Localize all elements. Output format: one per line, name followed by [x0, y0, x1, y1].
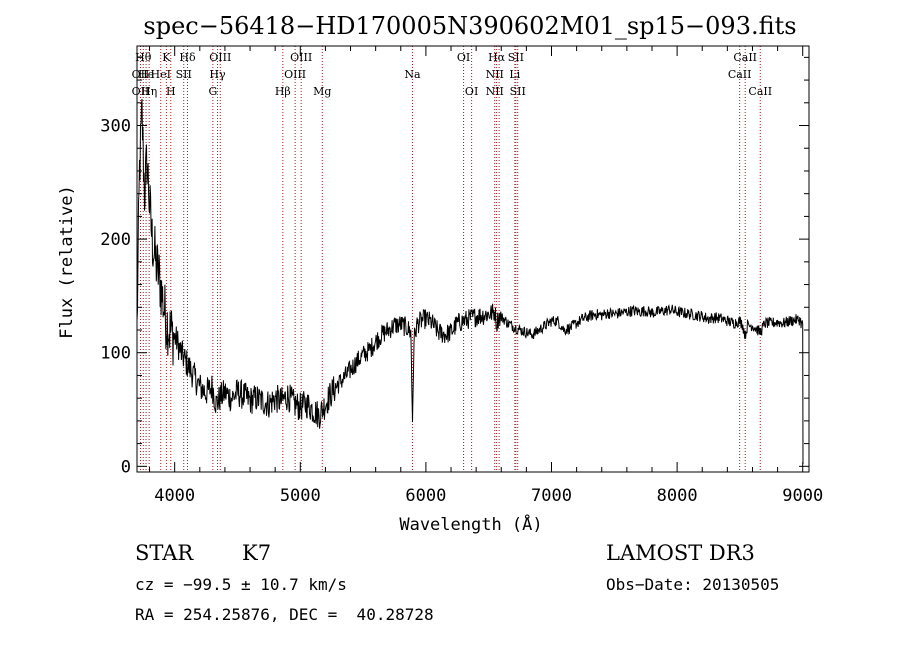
spectral-line-label: OIII [284, 68, 306, 81]
spectral-line-label: HeI [151, 68, 171, 81]
spectral-line-label: He [138, 68, 154, 81]
spectral-line-label: H [166, 85, 176, 98]
x-axis-ticks: 4000 5000 6000 7000 8000 9000 [149, 46, 823, 506]
spectral-line-label: Hγ [209, 68, 226, 81]
object-class: STAR [135, 541, 194, 565]
spectral-line-label: OIII [290, 51, 312, 64]
x-axis-label: Wavelength (Å) [399, 513, 542, 535]
spectral-line-label: Hα [488, 51, 506, 64]
y-tick-label: 0 [121, 457, 131, 477]
x-tick-label: 4000 [154, 486, 195, 506]
spectral-line-label: OIII [209, 51, 231, 64]
x-tick-label: 6000 [405, 486, 446, 506]
spectral-line-label: CaII [748, 85, 772, 98]
spectral-line-label: Na [404, 68, 421, 81]
spectral-line-label: Hδ [179, 51, 196, 64]
y-axis-ticks: 0 100 200 300 [100, 56, 809, 477]
spectral-line-label: SII [176, 68, 192, 81]
observation-date: Obs−Date: 20130505 [606, 575, 779, 594]
spectral-line-label: Li [509, 68, 520, 81]
x-tick-label: 9000 [782, 486, 823, 506]
spectral-line-label: OI [465, 85, 478, 98]
x-tick-label: 7000 [531, 486, 572, 506]
spectral-line-label: CaII [733, 51, 757, 64]
spectral-line-label: OII [132, 68, 150, 81]
spectral-line-label: Hη [141, 85, 157, 98]
spectral-line-label: CaII [728, 68, 752, 81]
spectral-line-label: OII [132, 85, 150, 98]
x-tick-label: 5000 [280, 486, 321, 506]
y-axis-label: Flux (relative) [57, 185, 77, 339]
spectral-line-label: SII [510, 85, 526, 98]
x-tick-label: 8000 [657, 486, 698, 506]
coordinates: RA = 254.25876, DEC = 40.28728 [135, 605, 434, 624]
spectral-line-markers [140, 46, 761, 472]
spectral-line-label: Mg [313, 85, 331, 98]
spectrum-series-line [136, 98, 804, 465]
spectral-line-label: SII [508, 51, 524, 64]
y-tick-label: 300 [100, 117, 131, 137]
spectral-line-label: Hβ [275, 85, 291, 98]
chart-title: spec−56418−HD170005N390602M01_sp15−093.f… [143, 12, 796, 40]
plot-frame [136, 45, 810, 473]
y-tick-label: 200 [100, 230, 131, 250]
spectral-line-label: OI [457, 51, 470, 64]
redshift-cz: cz = −99.5 ± 10.7 km/s [135, 575, 347, 594]
y-tick-label: 100 [100, 344, 131, 364]
survey-name: LAMOST DR3 [606, 541, 755, 565]
spectral-line-label: G [208, 85, 217, 98]
spectral-line-label: NII [486, 68, 504, 81]
spectral-line-label: K [162, 51, 171, 64]
spectral-line-labels: OIIOIIHθHeHηHeIKHSIIHδGHγOIIIHβOIIIOIIIM… [132, 51, 772, 98]
spectral-line-label: Hθ [135, 51, 152, 64]
spectral-line-label: NII [486, 85, 504, 98]
object-subclass: K7 [242, 541, 271, 565]
